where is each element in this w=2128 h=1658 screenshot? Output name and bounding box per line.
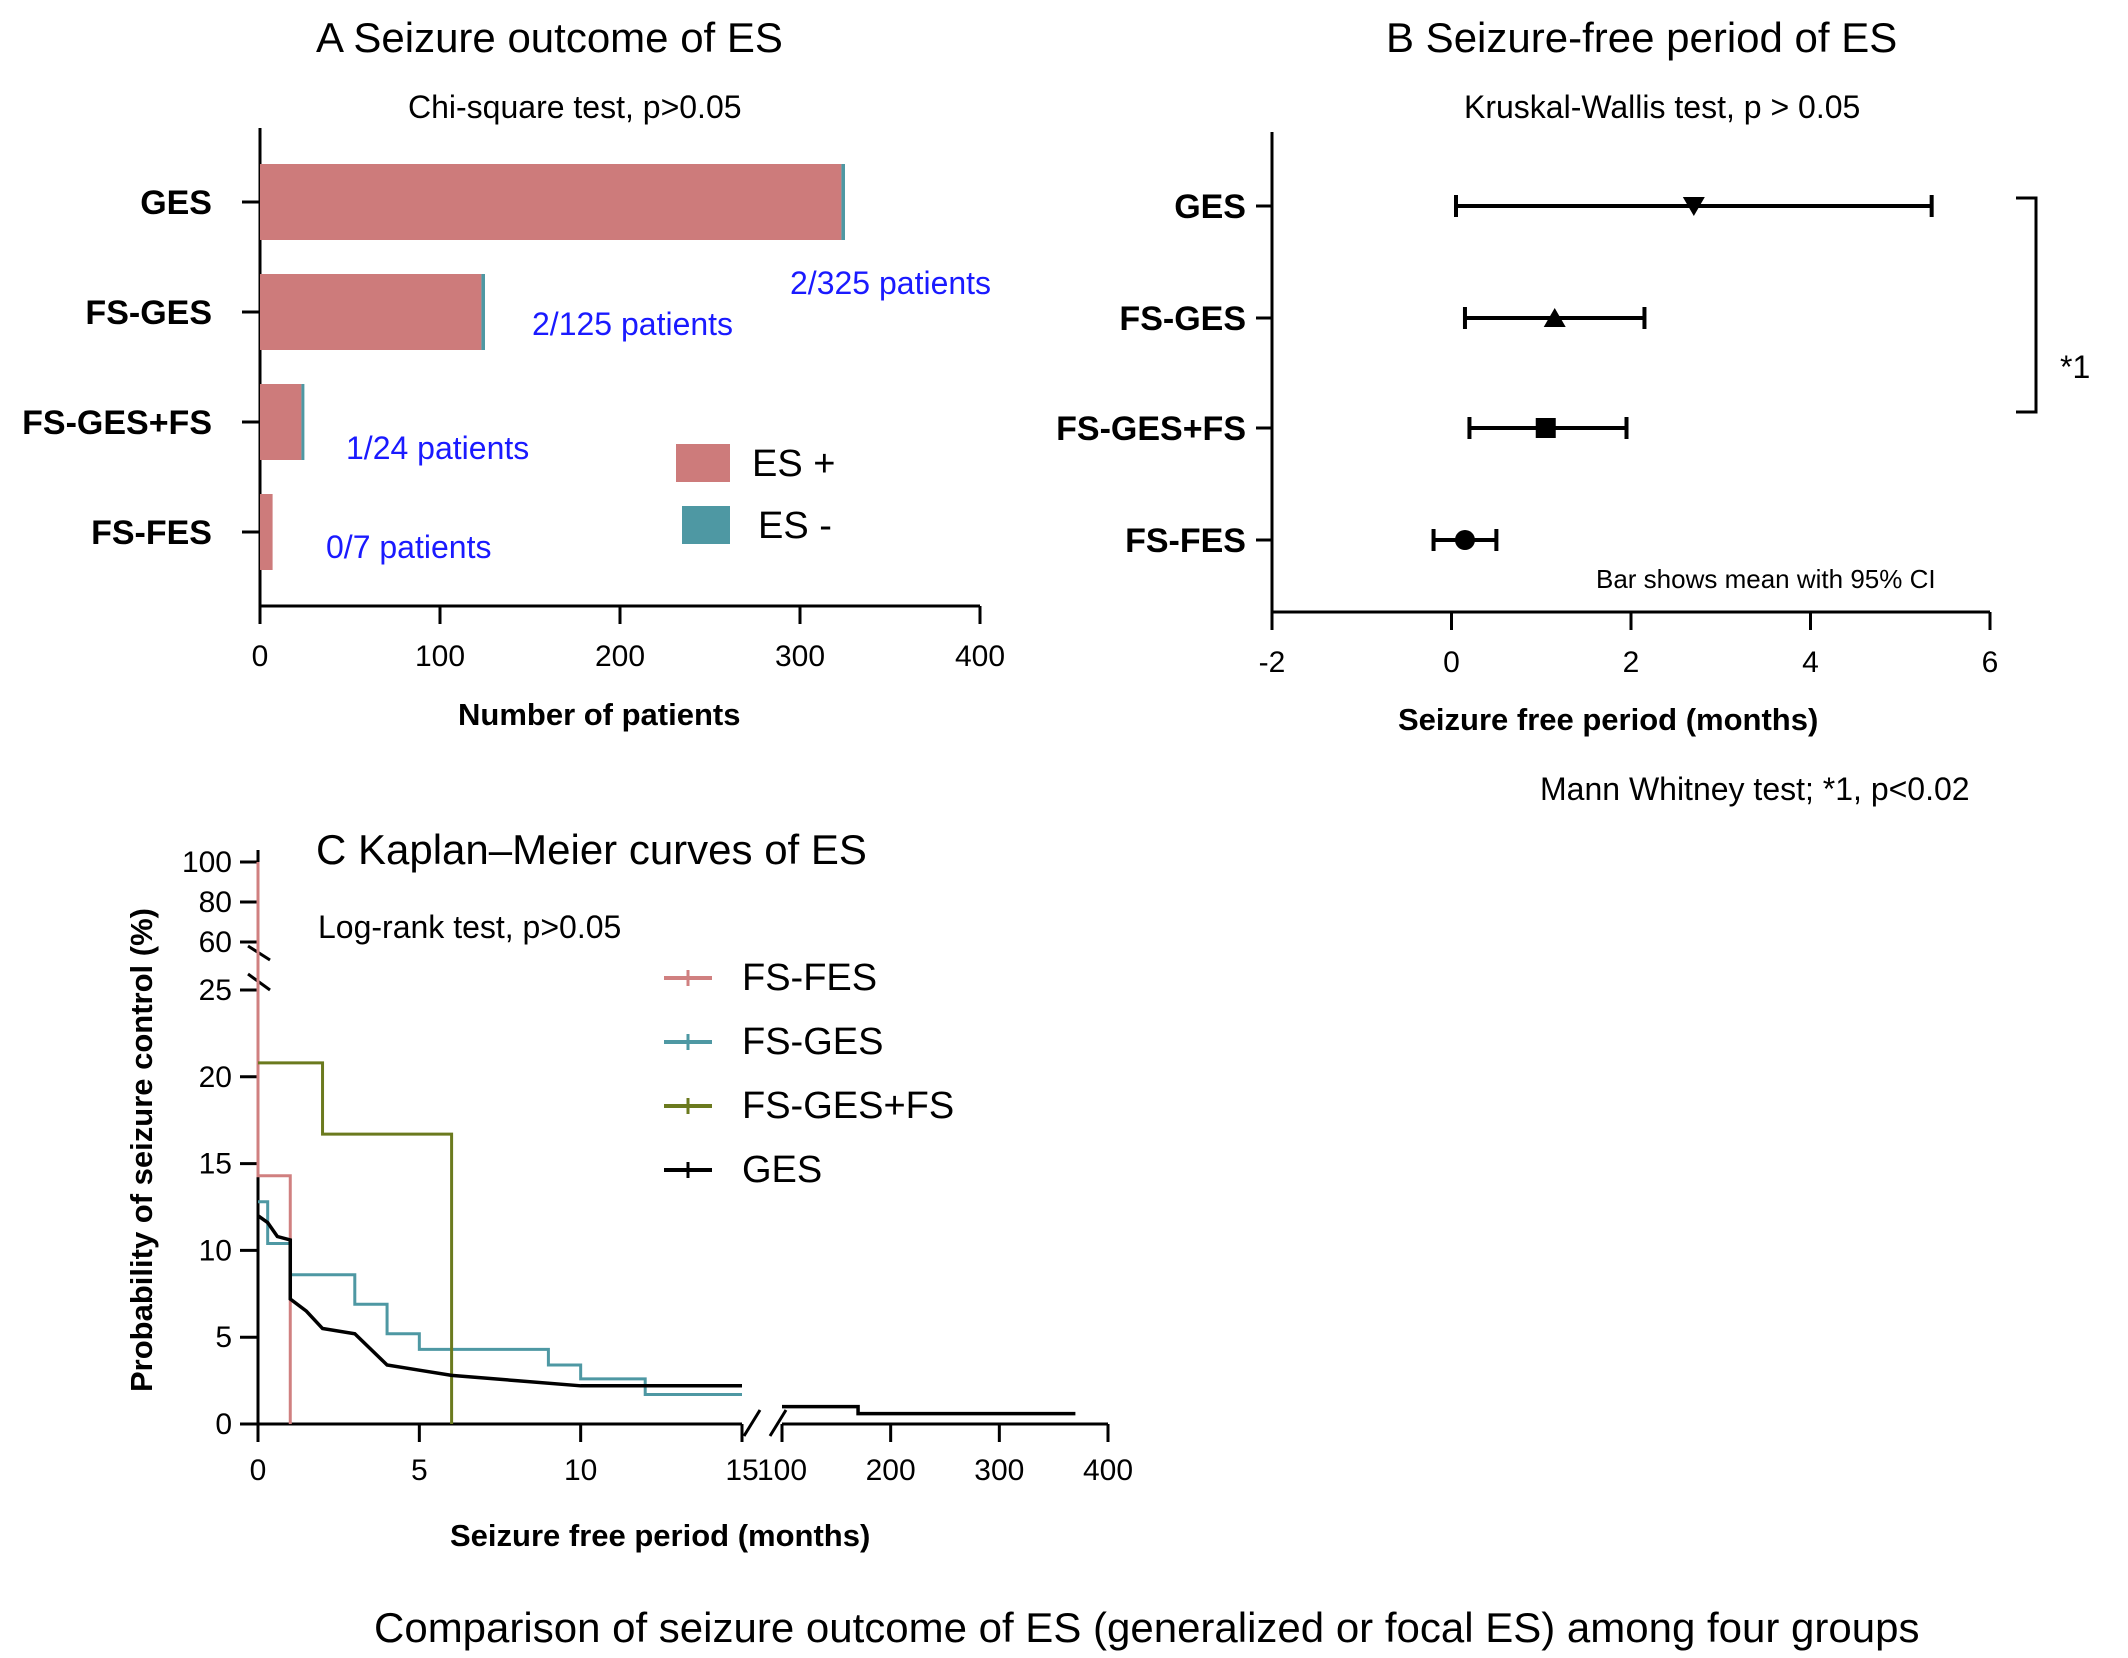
x-tick-label-300: 300 [775, 640, 825, 673]
panel-c-km-curves: C Kaplan–Meier curves of ES Log-rank tes… [124, 826, 1133, 1553]
bar-fs-ges-es [260, 274, 482, 350]
panel-a-subtitle: Chi-square test, p>0.05 [408, 89, 742, 125]
bar-fs-fes-es [260, 494, 273, 570]
x-axis-break-mark-right [768, 1409, 788, 1437]
panel-b-ci-bars [1431, 195, 1934, 551]
legend-label-fs-fes: FS-FES [742, 957, 877, 999]
panel-b-footnote: Mann Whitney test; *1, p<0.02 [1540, 771, 1970, 807]
panel-b-ci-plot: B Seizure-free period of ES Kruskal-Wall… [1056, 14, 2090, 807]
panel-c-title: C Kaplan–Meier curves of ES [316, 826, 867, 873]
curve-ges-segment-1 [256, 1214, 742, 1388]
panel-c-x-label: Seizure free period (months) [450, 1518, 870, 1553]
figure-caption: Comparison of seizure outcome of ES (gen… [374, 1604, 1919, 1651]
legend-swatch-es-minus [682, 506, 730, 544]
category-label-fs-ges-fs: FS-GES+FS [1056, 410, 1246, 448]
curve-fs-ges-segment-1 [258, 1200, 742, 1396]
y-tick-label-15: 15 [199, 1148, 232, 1181]
data-label-ges: 2/325 patients [790, 265, 991, 301]
panel-a-title: A Seizure outcome of ES [316, 14, 783, 61]
mean-marker-ges [1682, 197, 1705, 216]
x-tick-label-2: -2 [1259, 646, 1286, 679]
panel-a-legend: ES + ES - [676, 443, 835, 547]
curve-fs-ges-fs-segment-1 [258, 1061, 454, 1424]
category-label-fs-fes: FS-FES [1125, 522, 1246, 560]
significance-label: *1 [2060, 349, 2090, 385]
panel-b-x-ticks: -2 0 2 4 6 [1259, 612, 1999, 679]
x-tick-label-2: 2 [1623, 646, 1640, 679]
y-tick-label-10: 10 [199, 1234, 232, 1267]
data-label-fs-ges-fs: 1/24 patients [346, 430, 529, 466]
y-tick-label-60: 60 [199, 926, 232, 959]
category-label-ges: GES [140, 184, 212, 222]
category-label-ges: GES [1174, 188, 1246, 226]
data-label-fs-ges: 2/125 patients [532, 306, 733, 342]
y-tick-label-80: 80 [199, 886, 232, 919]
data-label-fs-fes: 0/7 patients [326, 529, 491, 565]
bar-fs-ges-fs-es [260, 384, 302, 460]
bar-ges-es [260, 164, 842, 240]
category-label-fs-ges: FS-GES [1119, 300, 1246, 338]
panel-a-bars [260, 164, 845, 570]
panel-c-legend: FS-FES FS-GES FS-GES+FS GES [664, 957, 954, 1191]
panel-a-x-label: Number of patients [458, 697, 740, 732]
category-label-fs-ges: FS-GES [85, 294, 212, 332]
x-tick-label-0: 0 [252, 640, 269, 673]
x-tick-label-300: 300 [974, 1454, 1024, 1487]
legend-label-fs-ges-fs: FS-GES+FS [742, 1085, 954, 1127]
panel-b-annotation: Bar shows mean with 95% CI [1596, 564, 1936, 594]
category-label-fs-ges-fs: FS-GES+FS [22, 404, 212, 442]
legend-label-ges: GES [742, 1149, 822, 1191]
x-tick-label-10: 10 [564, 1454, 597, 1487]
x-tick-label-200: 200 [866, 1454, 916, 1487]
panel-c-subtitle: Log-rank test, p>0.05 [318, 909, 621, 945]
mean-marker-fs-ges [1543, 308, 1566, 327]
x-tick-label-100: 100 [757, 1454, 807, 1487]
legend-label-es-plus: ES + [752, 443, 835, 485]
curve-ges-segment-2 [782, 1404, 1076, 1416]
panel-a-category-labels: GES FS-GES FS-GES+FS FS-FES [22, 184, 260, 552]
x-tick-label-6: 6 [1982, 646, 1999, 679]
x-tick-label-15: 15 [725, 1454, 758, 1487]
x-tick-label-100: 100 [415, 640, 465, 673]
panel-c-y-label: Probability of seizure control (%) [124, 908, 159, 1392]
panel-b-category-labels: GES FS-GES FS-GES+FS FS-FES [1056, 188, 1272, 560]
x-tick-label-0: 0 [1443, 646, 1460, 679]
curve-fs-fes-segment-1 [256, 862, 292, 1424]
panel-a-bar-chart: A Seizure outcome of ES Chi-square test,… [22, 14, 1005, 732]
legend-label-es-minus: ES - [758, 505, 832, 547]
x-axis-break-mark-left [742, 1409, 762, 1437]
y-tick-label-0: 0 [215, 1408, 232, 1441]
x-tick-label-200: 200 [595, 640, 645, 673]
panel-b-x-label: Seizure free period (months) [1398, 702, 1818, 737]
panel-b-title: B Seizure-free period of ES [1386, 14, 1897, 61]
mean-marker-fs-ges-fs [1535, 418, 1556, 438]
bar-fs-ges-fs-es [301, 384, 305, 460]
bar-fs-ges-es [481, 274, 485, 350]
bar-ges-es [841, 164, 845, 240]
x-tick-label-4: 4 [1802, 646, 1819, 679]
x-tick-label-0: 0 [250, 1454, 267, 1487]
panel-a-x-ticks: 0 100 200 300 400 [252, 606, 1005, 673]
legend-swatch-es-plus [676, 444, 730, 482]
y-tick-label-20: 20 [199, 1061, 232, 1094]
category-label-fs-fes: FS-FES [91, 514, 212, 552]
y-tick-label-25: 25 [199, 974, 232, 1007]
x-tick-label-400: 400 [1083, 1454, 1133, 1487]
panel-c-curves [256, 862, 1076, 1424]
mean-marker-fs-fes [1454, 530, 1475, 550]
significance-bracket [2016, 196, 2038, 414]
panel-b-subtitle: Kruskal-Wallis test, p > 0.05 [1464, 89, 1860, 125]
x-tick-label-400: 400 [955, 640, 1005, 673]
y-tick-label-5: 5 [215, 1321, 232, 1354]
panel-a-data-labels: 2/325 patients 2/125 patients 1/24 patient… [326, 265, 991, 565]
y-tick-label-100: 100 [182, 846, 232, 879]
legend-label-fs-ges: FS-GES [742, 1021, 883, 1063]
x-tick-label-5: 5 [411, 1454, 428, 1487]
